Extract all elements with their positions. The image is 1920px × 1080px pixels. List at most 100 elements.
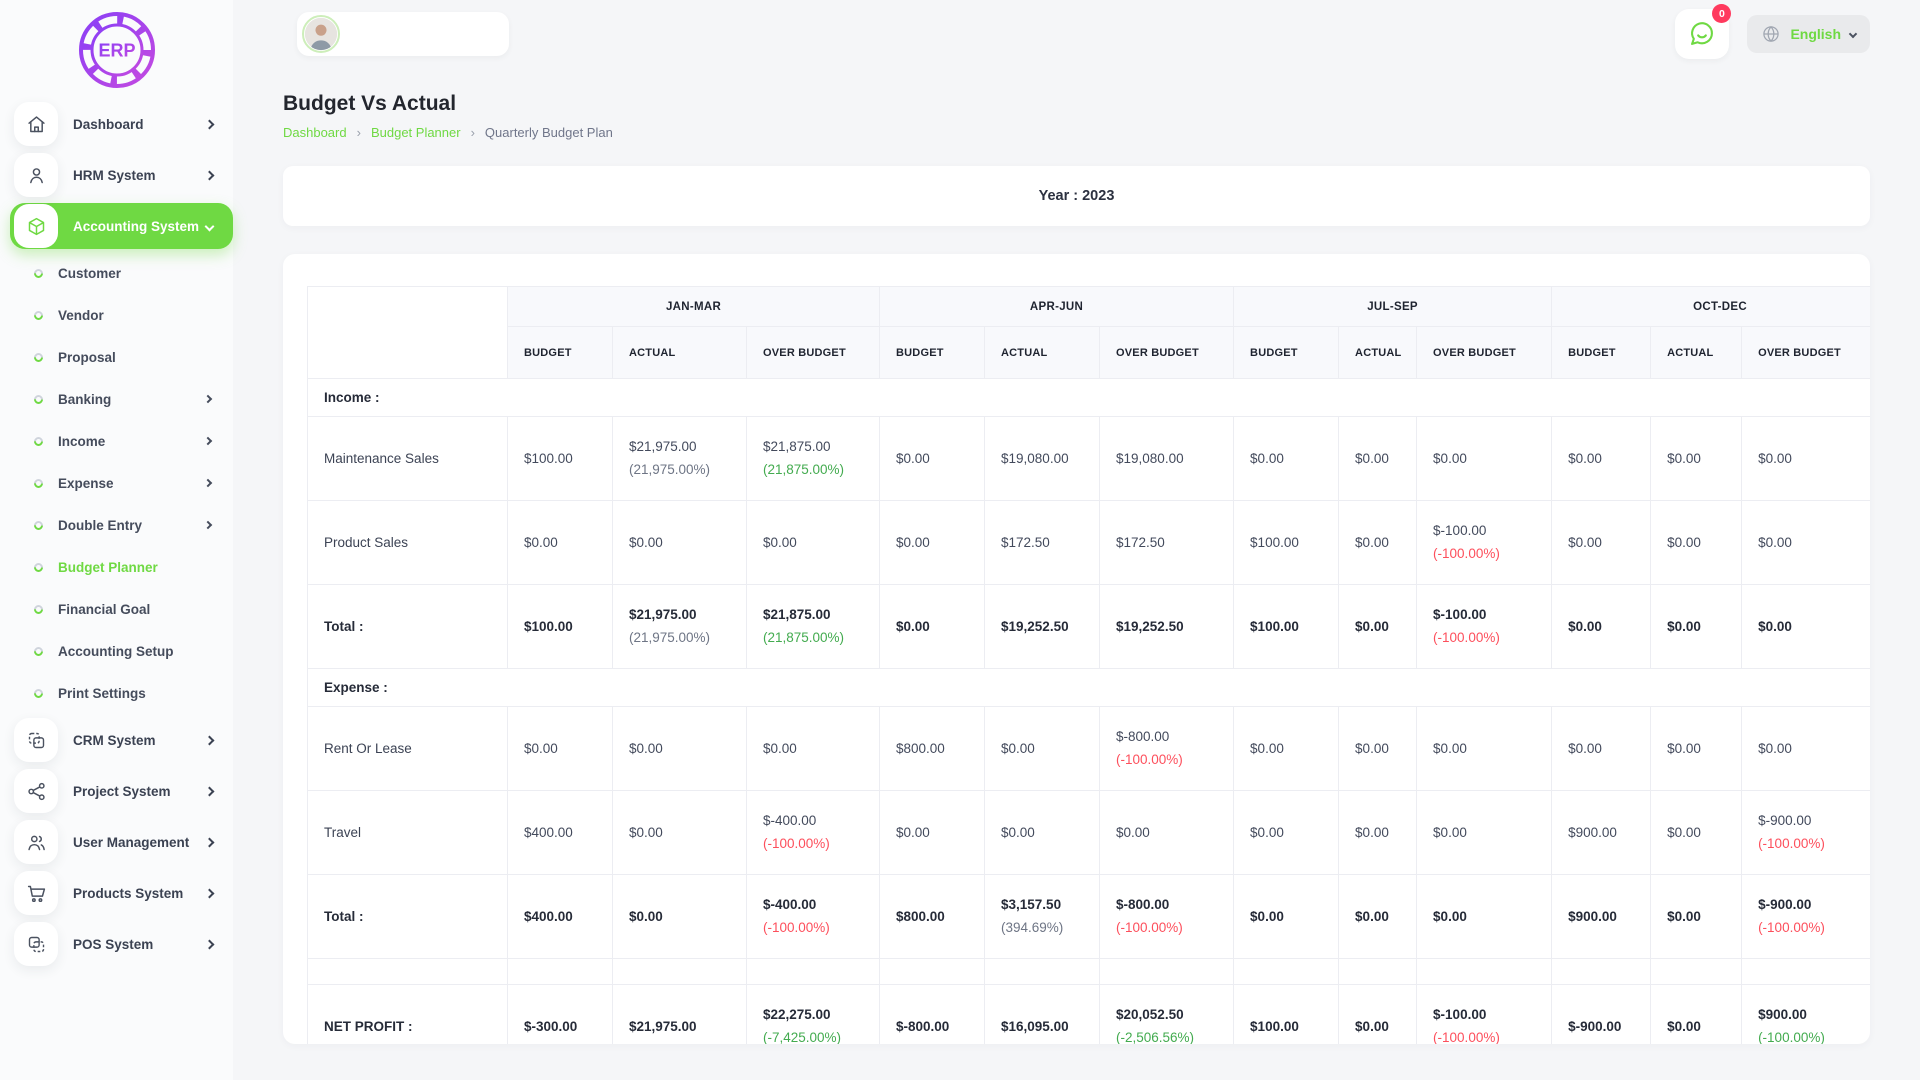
value-cell: $100.00 bbox=[1233, 984, 1340, 1044]
sidebar-item-label: Financial Goal bbox=[58, 601, 151, 617]
svg-text:ERP: ERP bbox=[98, 41, 135, 61]
bullet-icon bbox=[32, 476, 45, 490]
value-cell: $0.00 bbox=[1338, 416, 1418, 501]
sidebar-item-proposal[interactable]: Proposal bbox=[0, 339, 233, 375]
sidebar-item-banking[interactable]: Banking bbox=[0, 381, 233, 417]
sidebar-item-accounting-setup[interactable]: Accounting Setup bbox=[0, 633, 233, 669]
value-cell: $-400.00 (-100.00%) bbox=[745, 874, 881, 959]
table-row: Rent Or Lease $0.00 $0.00 $0.00 $800.00 $0.00… bbox=[307, 706, 1870, 791]
value-cell: $0.00 bbox=[1338, 874, 1418, 959]
chat-icon bbox=[1691, 22, 1714, 45]
value-cell: $900.00 bbox=[1551, 790, 1652, 875]
sidebar-item-budget-planner[interactable]: Budget Planner bbox=[0, 549, 233, 585]
value-cell: $16,095.00 bbox=[984, 984, 1101, 1044]
chevron-down-icon bbox=[204, 221, 215, 231]
value-cell: $0.00 bbox=[984, 706, 1101, 791]
sidebar-item-user-management[interactable]: User Management bbox=[10, 819, 233, 865]
value-cell: $0.00 bbox=[612, 500, 747, 585]
sidebar-item-double-entry[interactable]: Double Entry bbox=[0, 507, 233, 543]
spacer-row bbox=[307, 958, 1870, 985]
sidebar-item-crm-system[interactable]: CRM System bbox=[10, 717, 233, 763]
row-label: Total : bbox=[307, 584, 508, 669]
sidebar: ERP Dashboard HRM System Accounting System… bbox=[0, 0, 233, 1080]
row-label: Rent Or Lease bbox=[307, 706, 508, 791]
bullet-icon bbox=[32, 602, 45, 616]
sidebar-item-label: Budget Planner bbox=[58, 559, 158, 575]
sidebar-item-label: CRM System bbox=[73, 732, 156, 748]
column-header-apr-jun-over-budget: OVER BUDGET bbox=[1099, 326, 1235, 379]
sidebar-item-print-settings[interactable]: Print Settings bbox=[0, 675, 233, 711]
sidebar-item-hrm-system[interactable]: HRM System bbox=[10, 152, 233, 198]
sidebar-item-label: Dashboard bbox=[73, 116, 144, 132]
value-cell: $19,252.50 bbox=[984, 584, 1101, 669]
value-cell: $0.00 bbox=[1338, 984, 1418, 1044]
search-input[interactable] bbox=[340, 12, 526, 56]
sidebar-item-accounting-system[interactable]: Accounting System bbox=[10, 203, 233, 249]
language-selector[interactable]: English bbox=[1747, 15, 1870, 53]
value-cell: $0.00 bbox=[1416, 706, 1553, 791]
sidebar-item-label: Vendor bbox=[58, 307, 104, 323]
bullet-icon bbox=[32, 518, 45, 532]
sidebar-item-customer[interactable]: Customer bbox=[0, 255, 233, 291]
sidebar-item-vendor[interactable]: Vendor bbox=[0, 297, 233, 333]
app-logo[interactable]: ERP bbox=[0, 0, 233, 94]
value-cell: $172.50 bbox=[984, 500, 1101, 585]
chevron-down-icon bbox=[1848, 29, 1858, 39]
chevron-right-icon bbox=[203, 520, 213, 530]
avatar[interactable] bbox=[302, 15, 340, 53]
value-cell: $19,080.00 bbox=[984, 416, 1101, 501]
sidebar-item-financial-goal[interactable]: Financial Goal bbox=[0, 591, 233, 627]
total-row: Total : $400.00 $0.00 $-400.00 (-100.00%) $80… bbox=[307, 874, 1870, 959]
value-cell: $0.00 bbox=[1416, 790, 1553, 875]
value-cell: $0.00 bbox=[1741, 584, 1870, 669]
value-cell: $0.00 bbox=[1650, 416, 1743, 501]
sidebar-item-project-system[interactable]: Project System bbox=[10, 768, 233, 814]
cart-icon bbox=[14, 871, 58, 915]
value-cell: $0.00 bbox=[879, 790, 986, 875]
table-corner-cell bbox=[307, 286, 508, 379]
value-cell: $0.00 bbox=[1416, 874, 1553, 959]
breadcrumb-budget-planner[interactable]: Budget Planner bbox=[370, 125, 461, 140]
breadcrumb-separator: › bbox=[470, 125, 475, 140]
value-cell: $-900.00 bbox=[1551, 984, 1652, 1044]
column-header-jul-sep-over-budget: OVER BUDGET bbox=[1416, 326, 1553, 379]
value-cell: $21,975.00 bbox=[612, 984, 747, 1044]
spacer-cell bbox=[879, 958, 986, 985]
section-label: Income : bbox=[306, 378, 1870, 417]
row-label: Maintenance Sales bbox=[307, 416, 508, 501]
value-cell: $-100.00 (-100.00%) bbox=[1416, 584, 1553, 669]
value-cell: $0.00 bbox=[1650, 984, 1743, 1044]
value-cell: $0.00 bbox=[745, 706, 881, 791]
erp-logo-icon: ERP bbox=[78, 12, 155, 88]
search-box[interactable] bbox=[297, 12, 526, 56]
spacer-cell bbox=[1650, 958, 1743, 985]
value-cell: $-100.00 (-100.00%) bbox=[1416, 500, 1553, 585]
table-row: Maintenance Sales $100.00 $21,975.00 (21,97… bbox=[307, 416, 1870, 501]
value-cell: $0.00 bbox=[507, 706, 613, 791]
value-cell: $0.00 bbox=[507, 500, 613, 585]
quarter-header-jan-mar: JAN-MAR bbox=[506, 286, 881, 327]
sidebar-item-pos-system[interactable]: POS System bbox=[10, 921, 233, 967]
value-cell: $0.00 bbox=[612, 874, 747, 959]
column-header-jul-sep-actual: ACTUAL bbox=[1338, 326, 1418, 379]
value-cell: $22,275.00 (-7,425.00%) bbox=[745, 984, 881, 1044]
value-cell: $-800.00 bbox=[879, 984, 986, 1044]
sidebar-item-expense[interactable]: Expense bbox=[0, 465, 233, 501]
notifications-button[interactable]: 0 bbox=[1675, 4, 1732, 59]
bullet-icon bbox=[32, 392, 45, 406]
breadcrumb-dashboard[interactable]: Dashboard bbox=[283, 125, 347, 140]
value-cell: $800.00 bbox=[879, 874, 986, 959]
value-cell: $0.00 bbox=[1338, 584, 1418, 669]
sidebar-item-dashboard[interactable]: Dashboard bbox=[10, 101, 233, 147]
row-label: Total : bbox=[307, 874, 508, 959]
sidebar-item-products-system[interactable]: Products System bbox=[10, 870, 233, 916]
value-cell: $0.00 bbox=[1338, 790, 1418, 875]
chevron-right-icon bbox=[203, 436, 213, 446]
sidebar-item-label: Expense bbox=[58, 475, 114, 491]
value-cell: $400.00 bbox=[507, 874, 613, 959]
value-cell: $0.00 bbox=[1338, 500, 1418, 585]
breadcrumb-quarterly-budget-plan: Quarterly Budget Plan bbox=[484, 125, 613, 140]
sidebar-item-income[interactable]: Income bbox=[0, 423, 233, 459]
value-cell: $0.00 bbox=[612, 790, 747, 875]
sidebar-item-label: Proposal bbox=[58, 349, 116, 365]
